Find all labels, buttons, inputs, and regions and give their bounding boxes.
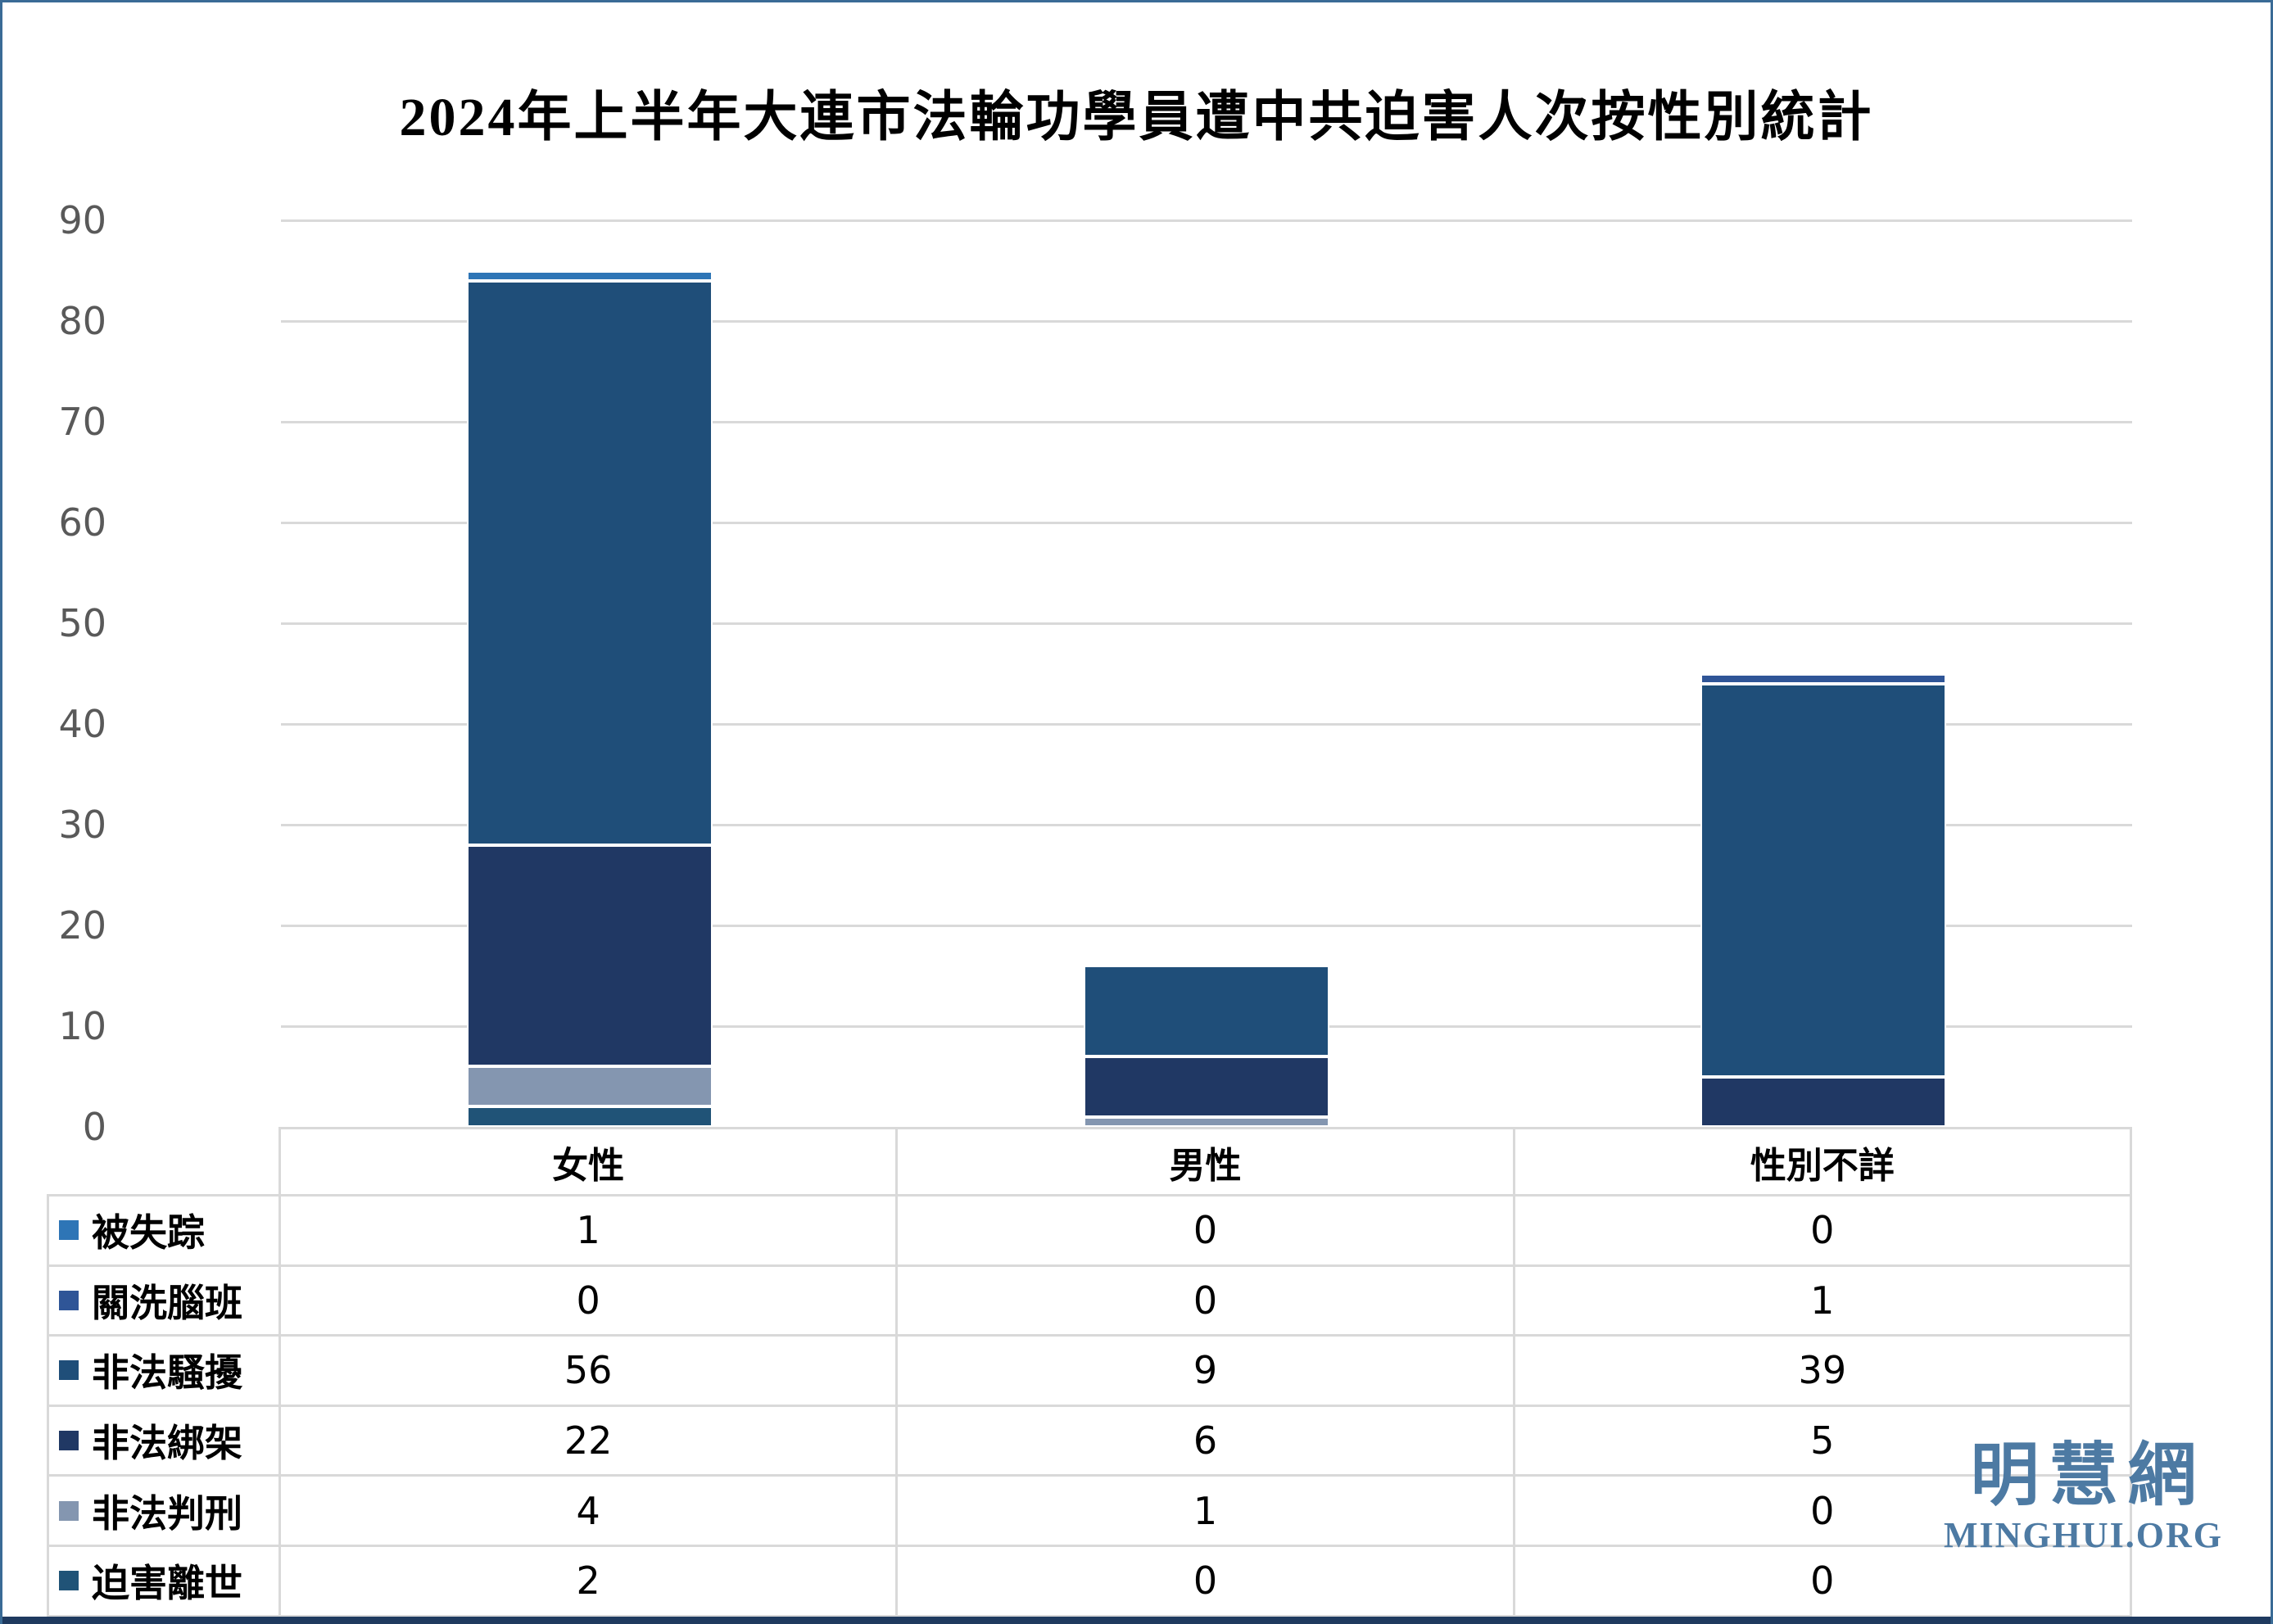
gridline [281,522,2132,524]
table-header-cell: 男性 [898,1127,1515,1197]
bar-segment [466,1106,713,1127]
y-axis-tick-label: 90 [58,198,106,242]
legend-swatch [59,1290,79,1310]
bar-segment [1700,1076,1947,1127]
y-axis-tick-label: 40 [58,702,106,746]
legend-row-label: 非法騷擾 [47,1337,281,1407]
legend-series-name: 非法判刑 [92,1492,242,1535]
gridline [281,320,2132,323]
stacked-bar-3 [1700,673,1947,1127]
table-corner-cell [47,1127,281,1197]
bar-segment [466,1066,713,1107]
minghui-logo-en: MINGHUI.ORG [1944,1515,2223,1555]
legend-row-label: 非法判刑 [47,1477,281,1547]
plot-area: 90 80 70 60 50 40 30 20 10 0 [58,198,2132,1149]
legend-row-label: 迫害離世 [47,1546,281,1617]
bar-segment [466,844,713,1067]
legend-row-label: 非法綁架 [47,1406,281,1477]
legend-series-name: 非法騷擾 [92,1352,242,1395]
legend-swatch [59,1571,79,1591]
gridline [281,421,2132,423]
frame-bottom-border [2,1617,2271,1624]
y-axis-tick-label: 10 [58,1004,106,1048]
bar-segment [1084,966,1329,1056]
legend-series-name: 關洗腦班 [92,1282,242,1324]
legend-swatch [59,1220,79,1241]
bar-segment [1084,1056,1329,1117]
chart-title: 2024年上半年大連市法輪功學員遭中共迫害人次按性別統計 [399,88,1874,147]
y-axis-tick-label: 20 [58,903,106,948]
table-value-cell: 0 [1515,1477,2132,1547]
table-value-cell: 56 [281,1337,899,1407]
bar-segment [466,270,713,281]
legend-series-name: 迫害離世 [92,1563,242,1605]
gridline [281,925,2132,927]
gridline [281,622,2132,625]
minghui-logo-cn: 明慧網 [1970,1438,2207,1514]
table-value-cell: 4 [281,1477,899,1547]
legend-swatch [59,1431,79,1451]
table-value-cell: 0 [898,1197,1515,1267]
table-value-cell: 39 [1515,1337,2132,1407]
table-value-cell: 2 [281,1546,899,1617]
table-value-cell: 0 [898,1546,1515,1617]
y-axis-tick-label: 80 [58,299,106,343]
table-value-cell: 0 [1515,1197,2132,1267]
legend-row-label: 被失踪 [47,1197,281,1267]
table-value-cell: 6 [898,1406,1515,1477]
y-axis-tick-label: 60 [58,500,106,545]
table-value-cell: 9 [898,1337,1515,1407]
bar-segment [1700,683,1947,1077]
table-value-cell: 0 [1515,1546,2132,1617]
table-value-cell: 1 [1515,1266,2132,1337]
table-value-cell: 5 [1515,1406,2132,1477]
legend-series-name: 非法綁架 [92,1423,242,1465]
table-header-cell: 女性 [281,1127,899,1197]
minghui-watermark: 明慧網 MINGHUI.ORG [1942,1442,2225,1554]
legend-swatch [59,1360,79,1381]
legend-series-name: 被失踪 [92,1212,205,1255]
data-table: 女性 男性 性別不詳 被失踪 1 0 0 關洗腦班 0 0 1 非法騷擾 56 9 39 非法綁架 22 6 5 非法… [47,1127,2132,1618]
gridline [281,219,2132,222]
y-axis-tick-label: 50 [58,601,106,645]
legend-swatch [59,1500,79,1521]
stacked-bar-1 [466,270,713,1127]
y-axis-tick-label: 70 [58,400,106,444]
gridline [281,824,2132,826]
bar-segment [1084,1116,1329,1127]
stacked-bar-2 [1084,966,1329,1127]
gridline [281,723,2132,726]
bar-segment [1700,673,1947,684]
table-value-cell: 0 [898,1266,1515,1337]
y-axis-tick-label: 0 [82,1105,106,1149]
table-value-cell: 1 [898,1477,1515,1547]
table-header-cell: 性別不詳 [1515,1127,2132,1197]
table-value-cell: 1 [281,1197,899,1267]
legend-row-label: 關洗腦班 [47,1266,281,1337]
table-value-cell: 22 [281,1406,899,1477]
table-value-cell: 0 [281,1266,899,1337]
y-axis-tick-label: 30 [58,803,106,847]
bar-segment [466,280,713,845]
